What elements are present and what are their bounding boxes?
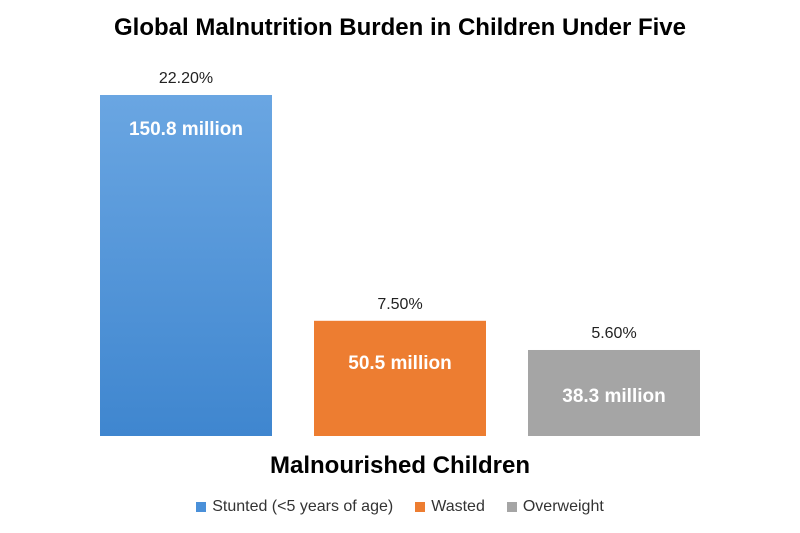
bar-overweight: [528, 349, 700, 436]
bar-wasted: [314, 320, 486, 436]
x-axis-title: Malnourished Children: [269, 452, 530, 479]
legend-label: Overweight: [522, 498, 604, 515]
percent-label: 7.50%: [377, 296, 422, 313]
legend-label: Wasted: [431, 498, 485, 515]
legend-item: Stunted (<5 years of age): [196, 498, 393, 516]
legend-label: Stunted (<5 years of age): [212, 498, 394, 515]
bar-stunted: [100, 95, 272, 436]
chart-title: Global Malnutrition Burden in Children U…: [113, 14, 686, 41]
legend: Stunted (<5 years of age) Wasted Overweigh…: [0, 498, 800, 516]
value-label: 150.8 million: [129, 119, 243, 140]
value-label: 50.5 million: [348, 353, 451, 374]
legend-item: Overweight: [506, 498, 604, 516]
percent-label: 22.20%: [159, 70, 213, 87]
legend-swatch: [415, 502, 426, 512]
legend-item: Wasted: [415, 498, 485, 516]
percent-label: 5.60%: [591, 325, 636, 342]
legend-swatch: [196, 502, 207, 512]
value-label: 38.3 million: [562, 386, 665, 407]
legend-swatch: [506, 502, 517, 512]
